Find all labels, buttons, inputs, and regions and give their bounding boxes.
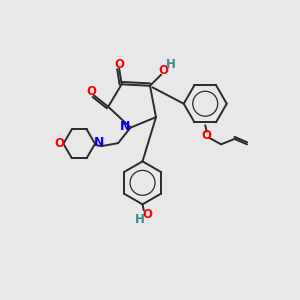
Text: N: N [94,136,105,149]
Text: O: O [142,208,153,221]
Text: N: N [120,120,130,133]
Text: O: O [158,64,168,77]
Text: H: H [135,213,145,226]
Text: O: O [87,85,97,98]
Text: O: O [202,129,212,142]
Text: O: O [54,137,64,150]
Text: H: H [166,58,176,71]
Text: O: O [114,58,124,71]
